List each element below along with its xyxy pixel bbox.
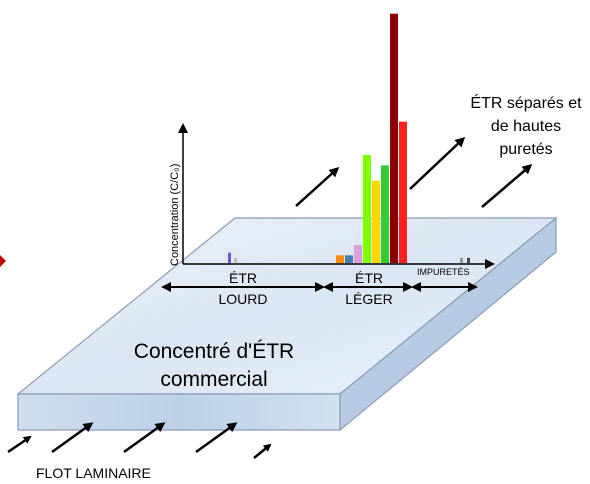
concentration-chart: Concentration (C/C₀) xyxy=(169,13,495,269)
heavy-label-line2: LOURD xyxy=(218,291,267,307)
flow-arrow-4 xyxy=(195,422,238,454)
bar-étr-léger-1 xyxy=(345,255,353,263)
bar-impuretés-0 xyxy=(460,257,463,263)
flow-label: FLOT LAMINAIRE xyxy=(36,465,151,481)
bar-étr-léger-6 xyxy=(390,13,398,263)
slab-front-face xyxy=(17,393,341,431)
bar-impuretés-1 xyxy=(467,257,470,263)
bar-étr-léger-5 xyxy=(381,165,389,263)
bar-étr-léger-3 xyxy=(363,155,371,263)
flow-arrow-2 xyxy=(51,422,94,454)
outflow-arrow-right xyxy=(481,164,533,208)
heavy-label-line1: ÉTR xyxy=(229,270,257,286)
slab-side-face xyxy=(339,216,557,432)
bar-étr-léger-4 xyxy=(372,180,380,263)
bar-étr-lourd-0 xyxy=(228,252,231,263)
concentrate-label-line1: Concentré d'ÉTR xyxy=(134,340,294,363)
left-edge-marker xyxy=(0,255,6,267)
light-label-line1: ÉTR xyxy=(355,270,383,286)
separated-label-line3: puretés xyxy=(499,141,552,158)
impurities-label: IMPURETÉS xyxy=(417,267,470,277)
separated-label-line1: ÉTR séparés et xyxy=(470,93,582,112)
concentrate-label-line2: commercial xyxy=(160,368,267,391)
bar-étr-lourd-1 xyxy=(234,257,237,263)
flow-arrow-5 xyxy=(253,443,272,459)
separation-slab xyxy=(16,216,558,432)
bar-étr-léger-7 xyxy=(399,121,407,264)
separated-label-line2: de hautes xyxy=(491,118,561,135)
bar-étr-léger-0 xyxy=(336,255,344,263)
flow-arrow-3 xyxy=(123,422,166,454)
flow-arrow-1 xyxy=(7,435,32,454)
outflow-arrow-left xyxy=(295,166,340,207)
bar-étr-léger-2 xyxy=(354,245,362,263)
light-label-line2: LÉGER xyxy=(345,291,392,307)
y-axis-label: Concentration (C/C₀) xyxy=(169,164,181,266)
outflow-arrow-middle xyxy=(409,136,466,190)
chart-bars xyxy=(228,13,470,264)
